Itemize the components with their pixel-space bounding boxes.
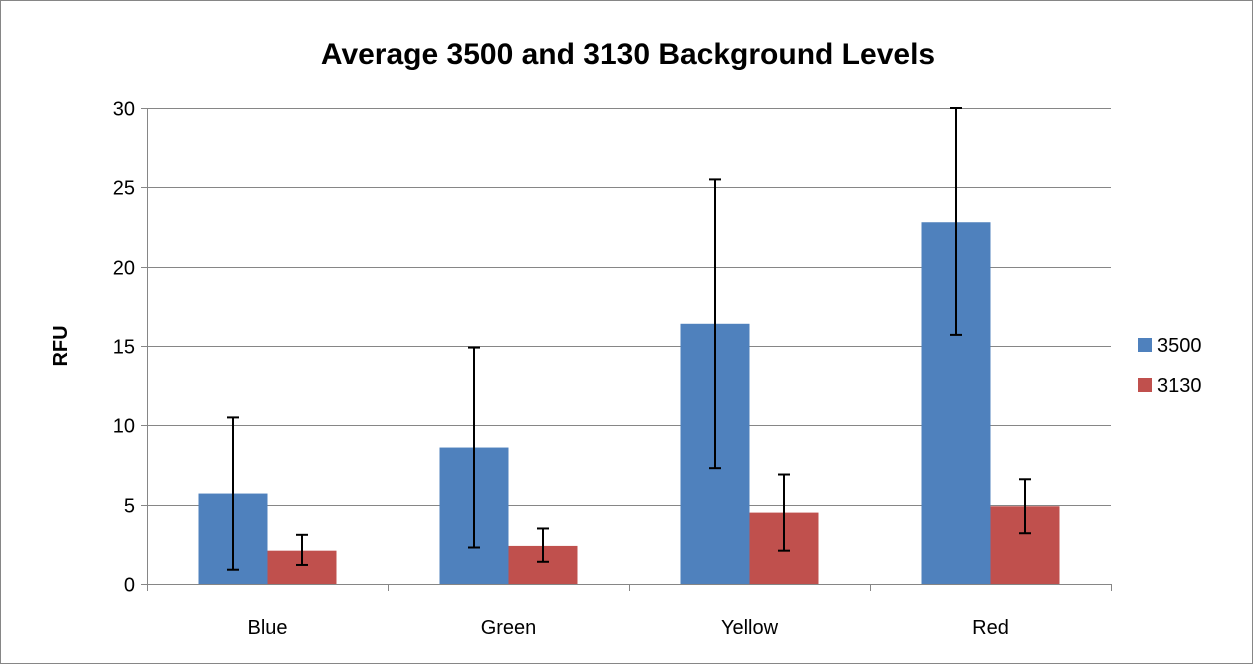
error-bar xyxy=(778,473,790,552)
y-tick-label: 30 xyxy=(113,99,135,121)
y-tick-label: 20 xyxy=(113,258,135,280)
legend-label-3130: 3130 xyxy=(1157,375,1202,397)
chart-title: Average 3500 and 3130 Background Levels xyxy=(321,38,935,71)
error-bar xyxy=(537,527,549,563)
legend-label-3500: 3500 xyxy=(1157,335,1202,357)
x-tick-label: Green xyxy=(481,617,537,639)
legend: 3500 3130 xyxy=(1138,335,1202,397)
y-tick-label: 10 xyxy=(113,416,135,438)
error-bar xyxy=(1019,478,1031,535)
error-bars xyxy=(227,107,1031,571)
error-bar xyxy=(950,107,962,336)
y-tick-label: 5 xyxy=(124,496,135,518)
axes: 0 5 10 15 20 25 30 Blue Green Yellow Red xyxy=(113,99,1112,639)
legend-swatch-3500 xyxy=(1138,338,1152,352)
y-tick-label: 0 xyxy=(124,575,135,597)
x-tick-label: Blue xyxy=(247,617,287,639)
legend-swatch-3130 xyxy=(1138,378,1152,392)
x-tick-label: Yellow xyxy=(721,617,779,639)
x-tick-label: Red xyxy=(972,617,1009,639)
error-bar xyxy=(709,178,721,470)
y-tick-label: 25 xyxy=(113,178,135,200)
error-bar xyxy=(468,346,480,549)
y-axis-label: RFU xyxy=(50,325,72,366)
y-tick-label: 15 xyxy=(113,337,135,359)
error-bar xyxy=(227,416,239,571)
error-bar xyxy=(296,533,308,566)
